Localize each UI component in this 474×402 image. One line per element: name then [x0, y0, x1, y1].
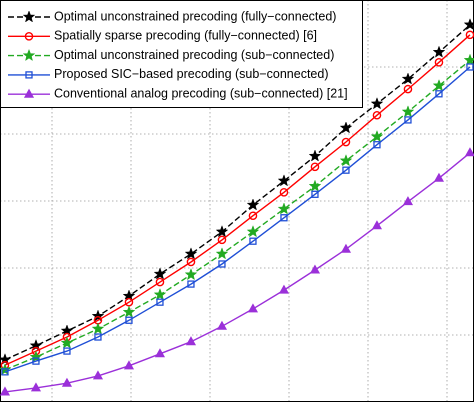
- square-marker: [63, 347, 71, 355]
- triangle-marker: [247, 303, 259, 313]
- circle-marker: [434, 58, 444, 67]
- star-marker: [29, 338, 43, 352]
- square-marker: [125, 316, 133, 324]
- square-marker: [187, 280, 195, 288]
- square-marker: [404, 116, 412, 124]
- square-marker: [435, 90, 443, 98]
- square-marker: [32, 357, 40, 365]
- triangle-marker: [185, 336, 197, 346]
- star-marker: [91, 322, 105, 335]
- circle-marker: [155, 277, 165, 287]
- star-marker: [153, 267, 167, 280]
- star-marker: [308, 179, 322, 192]
- star-marker: [184, 267, 198, 281]
- circle-marker: [279, 187, 289, 197]
- legend: Optimal unconstrained precoding (fully−c…: [0, 0, 363, 108]
- legend-label: Spatially sparse precoding (fully−connec…: [54, 29, 317, 43]
- star-marker: [463, 53, 474, 66]
- star-marker: [246, 225, 260, 238]
- legend-label: Optimal unconstrained precoding (sub−con…: [54, 48, 334, 62]
- triangle-marker: [340, 243, 352, 253]
- square-marker: [1, 368, 9, 376]
- triangle-marker: [92, 370, 104, 380]
- circle-marker: [217, 235, 227, 245]
- square-marker: [249, 237, 257, 245]
- triangle-marker: [30, 382, 42, 392]
- star-marker: [215, 225, 229, 238]
- star-marker: [29, 350, 43, 363]
- triangle-marker: [309, 264, 321, 274]
- square-marker: [466, 63, 474, 71]
- circle-marker: [310, 162, 320, 172]
- star-marker: [215, 247, 229, 260]
- legend-marker: [24, 32, 34, 41]
- square-marker: [280, 214, 288, 222]
- legend-label: Conventional analog precoding (sub−conne…: [54, 86, 348, 100]
- legend-label: Proposed SIC−based precoding (sub−connec…: [54, 67, 329, 81]
- triangle-marker: [433, 172, 445, 182]
- triangle-marker: [464, 147, 474, 157]
- triangle-marker: [61, 377, 73, 387]
- star-marker: [153, 288, 167, 301]
- star-marker: [308, 149, 322, 162]
- series-line: [4, 66, 471, 373]
- square-marker: [156, 298, 164, 306]
- star-marker: [277, 174, 291, 187]
- series-line: [4, 24, 471, 361]
- series-line: [4, 59, 471, 371]
- triangle-marker: [402, 196, 414, 206]
- circle-marker: [372, 110, 382, 120]
- circle-marker: [403, 84, 413, 94]
- star-marker: [184, 247, 198, 260]
- triangle-marker: [278, 284, 290, 294]
- triangle-marker: [0, 386, 11, 396]
- circle-marker: [248, 211, 258, 221]
- square-marker: [342, 166, 350, 174]
- square-marker: [94, 333, 102, 341]
- legend-marker: [22, 48, 36, 62]
- circle-marker: [341, 137, 351, 147]
- star-marker: [91, 309, 105, 322]
- legend-marker: [22, 10, 36, 23]
- triangle-marker: [154, 348, 166, 358]
- star-marker: [277, 202, 291, 215]
- circle-marker: [186, 257, 196, 267]
- triangle-marker: [123, 360, 135, 370]
- legend-marker: [23, 88, 35, 98]
- star-marker: [339, 154, 353, 167]
- series-line: [4, 152, 471, 393]
- star-marker: [401, 72, 415, 85]
- star-marker: [401, 105, 415, 118]
- star-marker: [432, 45, 446, 58]
- star-marker: [60, 336, 74, 349]
- star-marker: [339, 121, 353, 134]
- star-marker: [370, 97, 384, 110]
- star-marker: [370, 129, 384, 143]
- square-marker: [373, 141, 381, 149]
- star-marker: [122, 305, 136, 318]
- legend-box: [0, 0, 363, 108]
- legend-label: Optimal unconstrained precoding (fully−c…: [54, 9, 336, 23]
- square-marker: [218, 260, 226, 268]
- series-line: [4, 34, 471, 366]
- square-marker: [311, 190, 319, 198]
- star-marker: [432, 79, 446, 92]
- triangle-marker: [216, 320, 228, 330]
- star-marker: [463, 18, 474, 31]
- legend-marker: [25, 71, 33, 79]
- star-marker: [246, 198, 260, 211]
- triangle-marker: [371, 220, 383, 230]
